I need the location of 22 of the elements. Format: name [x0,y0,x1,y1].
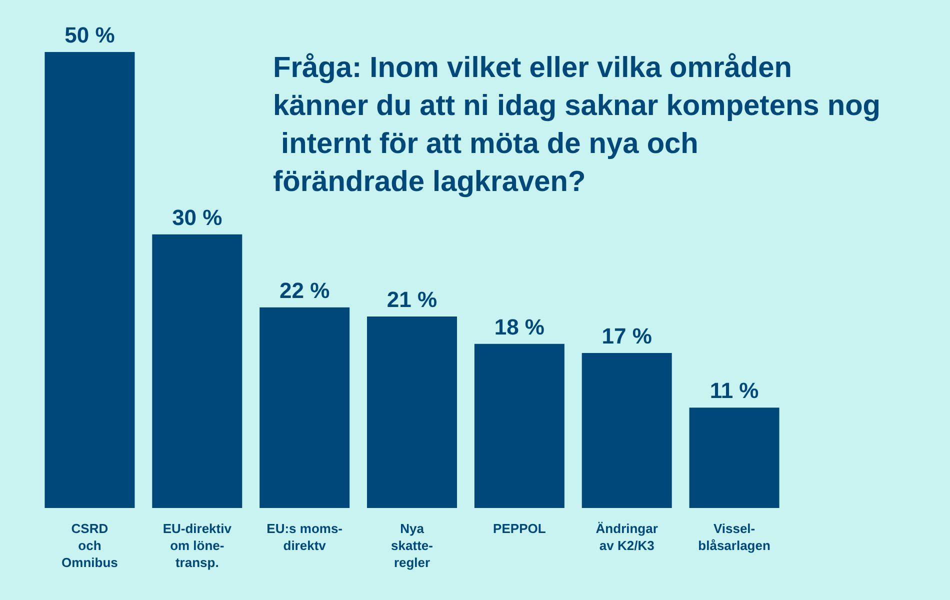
x-tick-label: EU:s moms- direktv [266,521,342,553]
x-tick-label: Ändringar av K2/K3 [596,521,658,553]
bar [44,52,135,508]
data-label: 50 % [64,22,115,48]
bar [689,408,780,508]
x-tick-label: EU-direktiv om löne- transp. [162,521,232,570]
data-label: 30 % [172,204,222,230]
bar [582,352,672,508]
x-tick-label: PEPPOL [493,521,546,536]
bar [152,234,242,508]
data-label: 17 % [602,323,652,348]
x-tick-label: CSRD och Omnibus [62,521,118,570]
bar [367,316,457,508]
x-tick-label: Nya skatte- regler [391,521,433,570]
x-tick-label: Vissel- blåsarlagen [698,521,770,553]
text: Fråga: Inom vilket eller vilka områden känner du att ni idag saknar kompetens nog internt för att möta de nya och förändrade lagkraven? [273,52,881,198]
data-label: 22 % [279,278,330,303]
data-label: 11 % [710,378,759,404]
bar [260,307,350,508]
data-label: 21 % [386,286,438,312]
bar [474,344,564,508]
data-label: 18 % [494,314,545,340]
